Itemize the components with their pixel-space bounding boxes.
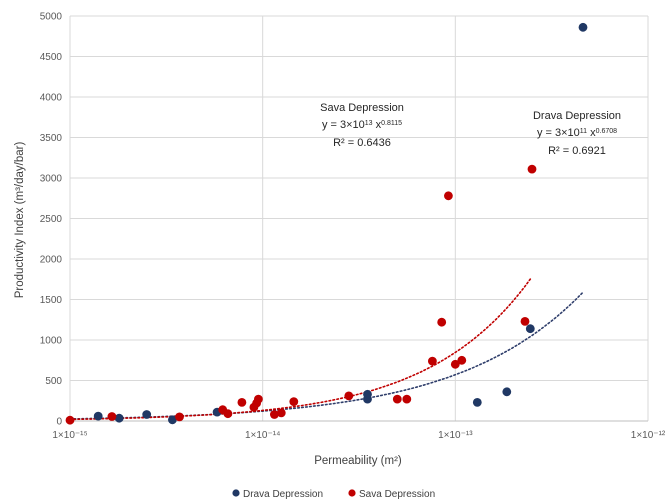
x-tick-labels: 1×10⁻¹⁵ 1×10⁻¹⁴ 1×10⁻¹³ 1×10⁻¹² bbox=[52, 430, 666, 441]
y-tick-label: 500 bbox=[45, 376, 62, 387]
sava-point bbox=[237, 398, 247, 407]
grid bbox=[69, 15, 649, 422]
y-tick-label: 2500 bbox=[40, 214, 63, 225]
sava-point bbox=[450, 359, 460, 369]
drava-point bbox=[168, 415, 177, 425]
data-points bbox=[65, 22, 588, 425]
y-axis-title: Productivity Index (m³/day/bar) bbox=[14, 142, 26, 299]
legend-label-sava: Sava Depression bbox=[359, 489, 435, 500]
sava-point bbox=[457, 355, 467, 365]
y-tick-label: 3500 bbox=[40, 133, 63, 144]
drava-annotation-equation: y = 3×1011 x0.6708 bbox=[537, 127, 617, 139]
sava-point bbox=[107, 412, 117, 421]
y-tick-label: 4500 bbox=[40, 52, 63, 63]
sava-point bbox=[392, 394, 402, 404]
sava-point bbox=[270, 410, 279, 419]
legend: Drava Depression Sava Depression bbox=[232, 489, 435, 500]
x-tick-label: 1×10⁻¹⁴ bbox=[245, 430, 280, 441]
sava-point bbox=[175, 412, 184, 422]
y-tick-label: 4000 bbox=[40, 93, 63, 104]
sava-annotation-equation: y = 3×1013 x0.8115 bbox=[322, 119, 402, 131]
trendlines bbox=[69, 278, 584, 421]
legend-label-drava: Drava Depression bbox=[243, 489, 323, 500]
x-tick-label: 1×10⁻¹² bbox=[631, 430, 666, 441]
sava-trendline bbox=[69, 278, 532, 421]
drava-point bbox=[93, 411, 103, 421]
sava-point bbox=[65, 415, 75, 425]
sava-annotation-title: Sava Depression bbox=[320, 102, 404, 114]
sava-point bbox=[344, 391, 354, 401]
sava-point bbox=[254, 394, 263, 404]
sava-point bbox=[402, 394, 412, 404]
sava-point bbox=[428, 356, 437, 366]
drava-annotation: Drava Depression y = 3×1011 x0.6708 R² =… bbox=[533, 110, 621, 157]
drava-point bbox=[363, 389, 372, 399]
sava-point bbox=[520, 317, 530, 326]
legend-marker-sava bbox=[348, 489, 356, 497]
sava-point bbox=[223, 409, 233, 419]
sava-point bbox=[276, 408, 286, 418]
x-axis-title: Permeability (m²) bbox=[314, 455, 402, 467]
sava-point bbox=[437, 317, 447, 327]
drava-annotation-title: Drava Depression bbox=[533, 110, 621, 122]
sava-annotation: Sava Depression y = 3×1013 x0.8115 R² = … bbox=[320, 102, 404, 149]
x-tick-label: 1×10⁻¹⁵ bbox=[52, 430, 87, 441]
drava-point bbox=[578, 22, 588, 32]
drava-point bbox=[114, 413, 124, 423]
y-tick-label: 3000 bbox=[40, 174, 63, 185]
sava-point bbox=[527, 164, 537, 174]
drava-trendline bbox=[69, 291, 584, 420]
y-tick-label: 2000 bbox=[40, 255, 63, 266]
sava-point bbox=[289, 397, 299, 406]
legend-marker-drava bbox=[232, 489, 240, 497]
y-tick-label: 1500 bbox=[40, 295, 63, 306]
y-tick-label: 1000 bbox=[40, 336, 63, 347]
drava-point bbox=[142, 410, 152, 419]
y-tick-label: 0 bbox=[56, 417, 62, 428]
drava-point bbox=[525, 324, 535, 334]
y-tick-labels: 0 500 1000 1500 2000 2500 3000 3500 4000 4500 5000 bbox=[40, 12, 63, 428]
drava-point bbox=[472, 398, 482, 407]
drava-point bbox=[502, 387, 512, 397]
drava-annotation-r2: R² = 0.6921 bbox=[548, 145, 606, 157]
sava-annotation-r2: R² = 0.6436 bbox=[333, 137, 391, 149]
sava-point bbox=[444, 191, 453, 201]
x-tick-label: 1×10⁻¹³ bbox=[438, 430, 473, 441]
y-tick-label: 5000 bbox=[40, 12, 63, 23]
